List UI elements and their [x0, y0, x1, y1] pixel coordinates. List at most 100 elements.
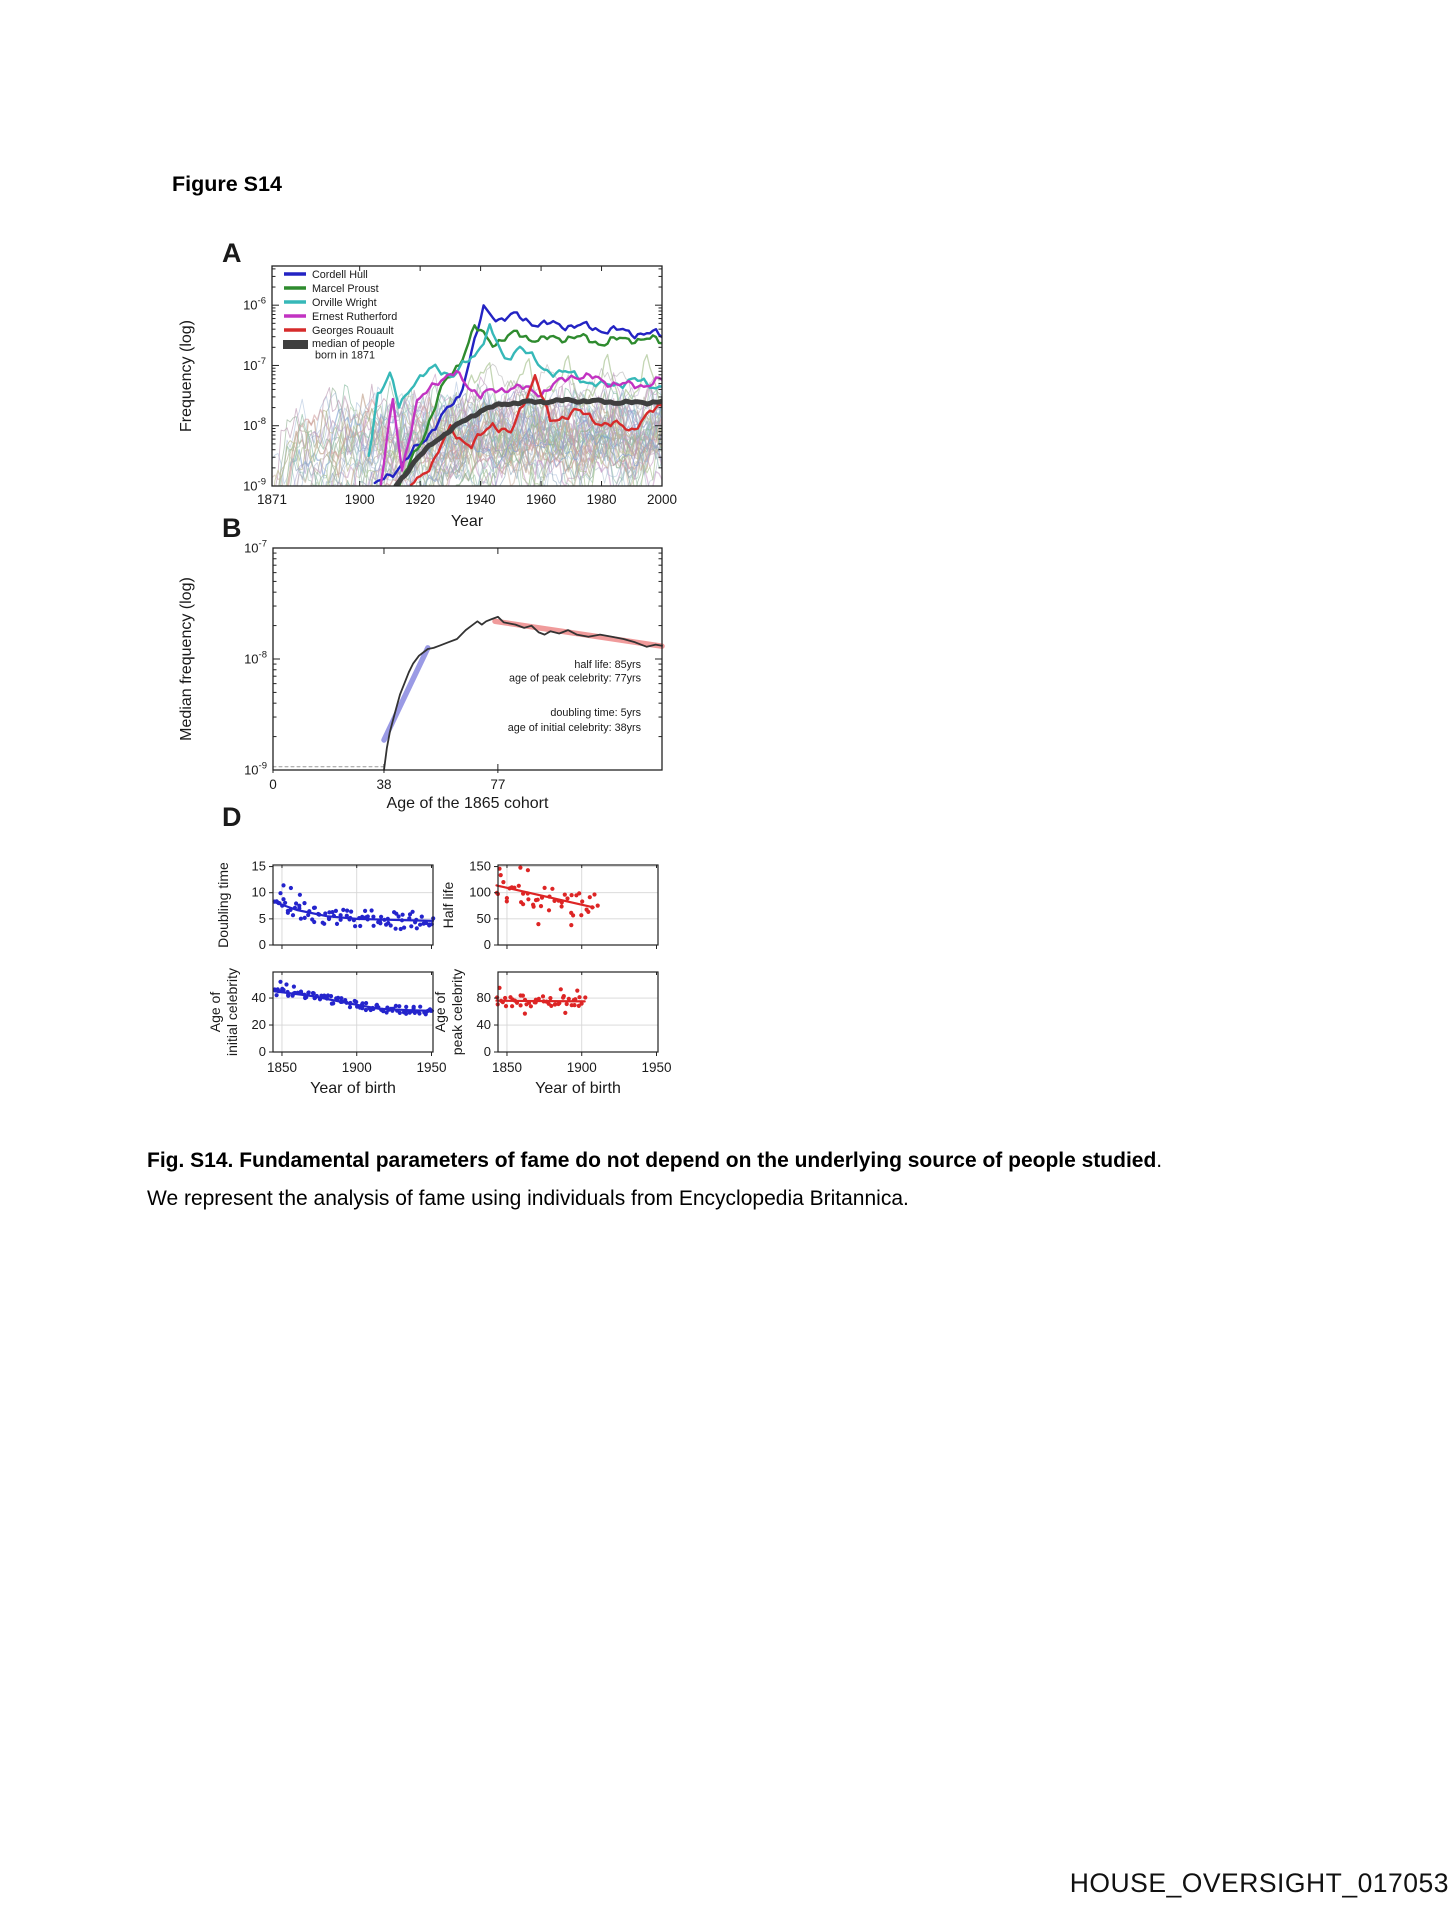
- panel-d-label: D: [222, 802, 242, 832]
- age-of-peak-celebrity-fit-line: [495, 999, 586, 1003]
- age-of-initial-celebrity-scatter-point: [328, 994, 334, 999]
- age-of-initial-celebrity-scatter-point: [412, 1010, 417, 1016]
- half-life-scatter-point: [538, 904, 544, 909]
- panel-a-x-tick-label: 1940: [466, 492, 496, 507]
- doubling-time-scatter-point: [338, 917, 343, 922]
- age-of-peak-celebrity-scatter-point: [552, 1002, 558, 1007]
- panel-a-x-tick-label: 1920: [405, 492, 435, 507]
- panel-b-y-tick-label: 10-7: [244, 539, 267, 556]
- age-of-initial-celebrity-scatter-point: [281, 987, 286, 993]
- doubling-time-scatter-point: [398, 926, 403, 932]
- age-of-peak-celebrity-scatter-point: [509, 1004, 515, 1009]
- age-of-initial-celebrity-y-tick-label: 0: [259, 1044, 266, 1059]
- doubling-time-scatter-point: [360, 914, 365, 919]
- age-of-peak-celebrity-x-tick-label: 1900: [567, 1060, 597, 1075]
- panel-b-y-tick-label: 10-9: [244, 761, 267, 778]
- half-life-scatter-point: [587, 895, 592, 900]
- series-ernest-rutherford: [379, 369, 662, 486]
- half-life-y-tick-label: 0: [484, 937, 491, 952]
- age-of-initial-celebrity-scatter-point: [404, 1004, 409, 1010]
- panel-a-x-tick-label: 1871: [257, 492, 287, 507]
- legend-label-orville-wright: Orville Wright: [312, 297, 377, 309]
- half-life-scatter-point: [516, 883, 521, 888]
- doubling-time-scatter-point: [326, 916, 332, 922]
- doubling-time-scatter-point: [288, 885, 293, 891]
- age-of-initial-celebrity-scatter-point: [381, 1009, 386, 1014]
- half-life-scatter-point: [571, 913, 576, 918]
- age-of-peak-celebrity-x-tick-label: 1850: [492, 1060, 522, 1075]
- doubling-time-scatter-point: [379, 914, 384, 919]
- half-life-scatter-point: [550, 886, 555, 891]
- age-of-initial-celebrity-y-axis-label: initial celebrity: [224, 968, 240, 1056]
- age-of-initial-celebrity-y-tick-label: 20: [252, 1017, 266, 1032]
- panel-a-y-tick-label: 10-6: [243, 296, 266, 313]
- half-life-scatter-point: [504, 899, 509, 904]
- legend-label-marcel-proust: Marcel Proust: [312, 283, 379, 295]
- age-of-initial-celebrity-y-axis-label: Age of: [207, 992, 223, 1033]
- panel-b-x-tick-label: 77: [490, 777, 505, 792]
- age-of-peak-celebrity-scatter-point: [549, 1003, 554, 1009]
- doubling-time-scatter-point: [306, 912, 311, 918]
- doubling-time-scatter-point: [334, 921, 340, 927]
- doubling-time-scatter-point: [414, 926, 419, 931]
- doubling-time-scatter-point: [345, 908, 350, 913]
- half-life-frame: [497, 864, 659, 946]
- age-of-initial-celebrity-scatter-point: [363, 1007, 368, 1013]
- age-of-initial-celebrity-scatter-point: [329, 1001, 334, 1006]
- half-life-scatter-point: [577, 891, 582, 896]
- age-of-initial-celebrity-scatter-point: [354, 999, 359, 1005]
- doubling-time-y-tick-label: 0: [259, 937, 266, 952]
- panel-a-y-tick-label: 10-9: [243, 477, 266, 494]
- panel-a-y-tick-label: 10-7: [243, 356, 266, 373]
- doubling-time-scatter-point: [349, 909, 354, 914]
- caption-bold-text: Fig. S14. Fundamental parameters of fame…: [147, 1149, 1157, 1172]
- doubling-time-scatter-point: [363, 908, 368, 914]
- half-life-scatter-point: [531, 904, 536, 909]
- half-life-scatter-point: [521, 902, 526, 907]
- age-of-peak-celebrity-y-axis-label: peak celebrity: [449, 969, 465, 1055]
- age-of-initial-celebrity-scatter-point: [411, 1004, 416, 1009]
- legend-label-georges-rouault: Georges Rouault: [312, 325, 394, 337]
- panel-b-label: B: [222, 513, 242, 543]
- series-orville-wright: [367, 323, 662, 457]
- half-life-scatter-point: [559, 904, 564, 909]
- panel-a-y-tick-label: 10-8: [243, 416, 266, 433]
- panel-a-x-tick-label: 1900: [345, 492, 375, 507]
- legend-label-median-2: born in 1871: [315, 350, 375, 362]
- age-of-initial-celebrity-x-tick-label: 1950: [416, 1060, 446, 1075]
- age-of-initial-celebrity-fit-line: [273, 990, 435, 1013]
- annotation-doubling-time: doubling time: 5yrs: [550, 707, 641, 719]
- doubling-time-scatter-point: [418, 922, 423, 927]
- doubling-time-y-tick-label: 10: [252, 885, 266, 900]
- doubling-time-scatter-point: [388, 923, 393, 928]
- doubling-time-frame: [272, 864, 434, 946]
- half-life-fit-line: [495, 884, 595, 909]
- age-of-peak-celebrity-scatter-point: [503, 1004, 509, 1009]
- doubling-time-scatter-point: [419, 914, 424, 919]
- doubling-time-scatter-point: [294, 901, 299, 906]
- age-of-initial-celebrity-scatter-point: [417, 1011, 422, 1016]
- panel-b-x-tick-label: 38: [376, 777, 391, 792]
- caption-period: .: [1156, 1149, 1163, 1172]
- series-median-of-people-born-in-1871: [393, 396, 662, 486]
- doubling-time-scatter-point: [371, 914, 376, 919]
- age-of-peak-celebrity-y-tick-label: 80: [477, 990, 491, 1005]
- age-of-peak-celebrity-scatter-point: [564, 1001, 569, 1007]
- background-frequency-line: [287, 398, 662, 486]
- doubling-time-scatter-point: [396, 914, 401, 919]
- half-life-scatter-point: [504, 896, 509, 901]
- age-of-initial-celebrity-scatter-point: [397, 1004, 402, 1009]
- half-life-scatter-point: [580, 899, 585, 904]
- age-of-peak-celebrity-scatter-point: [540, 994, 546, 999]
- doubling-time-scatter-point: [402, 925, 407, 930]
- doubling-time-scatter-point: [278, 891, 283, 896]
- background-frequency-line: [310, 395, 662, 486]
- age-of-peak-celebrity-scatter-point: [558, 987, 563, 992]
- doubling-time-scatter-point: [330, 910, 335, 915]
- doubling-time-scatter-point: [302, 915, 307, 921]
- half-life-scatter-point: [595, 903, 600, 908]
- doubling-time-scatter-point: [400, 912, 405, 917]
- panel-a-x-axis-label: Year: [451, 513, 484, 530]
- doubling-time-scatter-point: [371, 923, 376, 928]
